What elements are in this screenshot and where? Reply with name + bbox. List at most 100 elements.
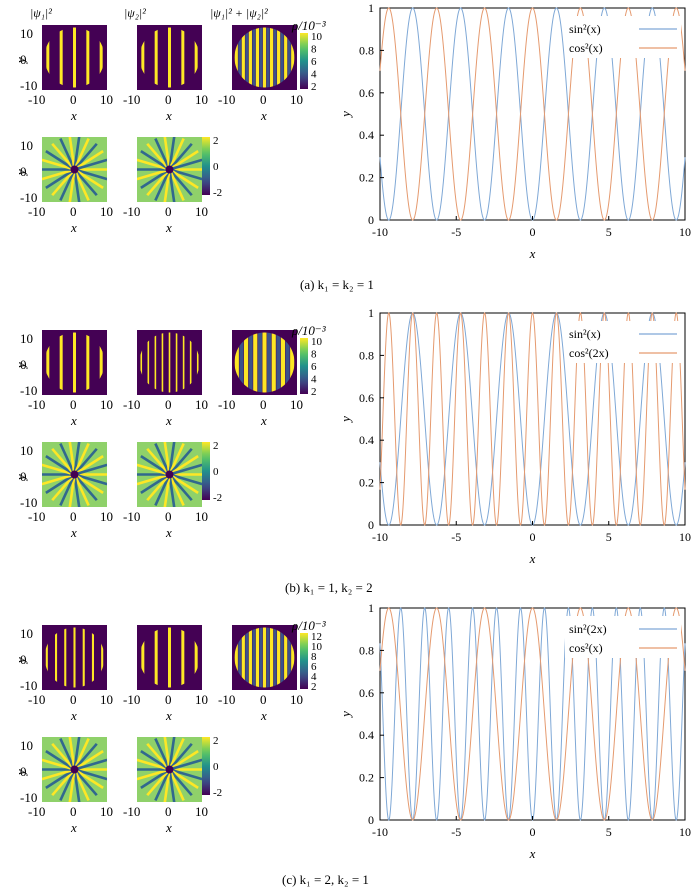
y-tick-label: 0.4 [359,728,374,742]
phase-core [70,165,79,174]
phase-ray [74,758,107,771]
phase-ray [73,473,90,506]
density-stripe [140,332,143,393]
phase-ray [146,768,171,797]
phase-ray [146,142,171,171]
density-map [137,330,202,395]
small-x-tick-label: 10 [195,204,208,219]
phase-ray [168,768,193,797]
y-tick-label: 0.8 [359,643,374,657]
small-x-tick-label: 0 [165,692,172,707]
density-stripe [194,27,198,88]
small-x-tick-label: 10 [290,692,303,707]
small-x-axis-label: x [261,108,267,123]
density-stripe [182,332,185,393]
phase-ray [146,473,171,502]
density-stripe [234,627,238,688]
density-stripe [46,27,50,88]
small-y-tick-label: 10 [20,443,33,458]
density-stripe [147,332,150,393]
density-stripe [238,627,242,688]
small-y-tick-label: 0 [20,652,27,667]
colorbar-gradient [202,137,210,195]
phase-ray [73,768,104,789]
caption-c: (c) k₁ = 2, k₂ = 1 [282,872,369,887]
phase-ray [169,758,202,771]
density-stripe [252,627,256,688]
density-stripe [284,627,288,688]
x-tick-label: -5 [451,225,461,239]
line-chart-b: -10 -5 0 5 10 0 0.2 0.4 0.6 0.8 1 x y sin²(x) cos²(2x) [340,306,691,566]
colorbar-tick-label: 2 [311,386,317,398]
phase-ray [154,168,171,201]
x-tick-label: 0 [530,225,536,239]
phase-ray [146,742,171,771]
x-tick-label: 0 [530,530,536,544]
density-stripe [141,627,145,688]
phase-ray [73,142,98,171]
small-x-tick-label: 10 [195,804,208,819]
phase-ray [59,168,76,201]
colorbar-tick-label: 8 [311,44,317,56]
small-x-axis-label: x [71,525,77,540]
small-x-tick-label: -10 [28,397,46,412]
density-stripe [273,27,277,88]
small-x-tick-label: -10 [218,92,236,107]
small-x-tick-label: 10 [100,397,113,412]
phase-ray [59,138,76,171]
colorbar-tick-label: 10 [311,641,323,653]
density-stripe [280,27,284,88]
colorbar-tick-label: -2 [213,492,222,504]
phase-ray [68,769,76,802]
header-psi1: |ψ₁|² [30,6,52,20]
phase-ray [168,142,193,171]
y-axis-label: y [340,416,353,424]
phase-ray [163,442,171,475]
density-stripe [245,27,249,88]
small-x-tick-label: 10 [100,804,113,819]
small-x-axis-label: x [166,708,172,723]
phase-ray [169,158,202,171]
phase-ray [42,758,75,771]
density-stripe [284,27,288,88]
phase-core [70,765,79,774]
legend-label: cos²(2x) [569,346,609,360]
small-x-axis-label: x [166,413,172,428]
phase-ray [59,473,76,506]
phase-ray [59,738,76,771]
y-tick-label: 0.2 [359,476,374,490]
y-tick-label: 0.2 [359,771,374,785]
phase-ray [73,137,81,170]
phase-map [42,442,107,507]
phase-ray [154,443,171,476]
phase-ray [73,150,104,171]
colorbar-gradient [300,633,308,689]
density-stripe [269,27,274,88]
phase-ray [73,138,90,171]
small-x-tick-label: 10 [195,692,208,707]
y-tick-label: 0.4 [359,128,374,142]
small-x-tick-label: -10 [123,692,141,707]
legend-label: sin²(x) [569,22,601,36]
phase-ray [168,169,176,202]
density-stripe [243,332,249,393]
legend-label: cos²(x) [569,41,603,55]
small-x-tick-label: 0 [165,397,172,412]
phase-ray [59,443,76,476]
phase-ray [154,768,171,801]
colorbar-tick-label: 2 [213,135,219,147]
small-x-tick-label: 0 [70,92,77,107]
density-stripe [168,27,171,88]
small-x-tick-label: -10 [123,204,141,219]
x-axis-label: x [529,846,536,861]
phase-ray [42,463,75,476]
density-map [137,625,202,690]
x-tick-label: -5 [451,530,461,544]
small-x-axis-label: x [71,108,77,123]
phase-ray [68,169,76,202]
density-stripe [168,627,171,688]
density-stripe [241,627,245,688]
density-stripe [291,27,295,88]
density-map [137,25,202,90]
x-tick-label: 5 [606,825,612,839]
